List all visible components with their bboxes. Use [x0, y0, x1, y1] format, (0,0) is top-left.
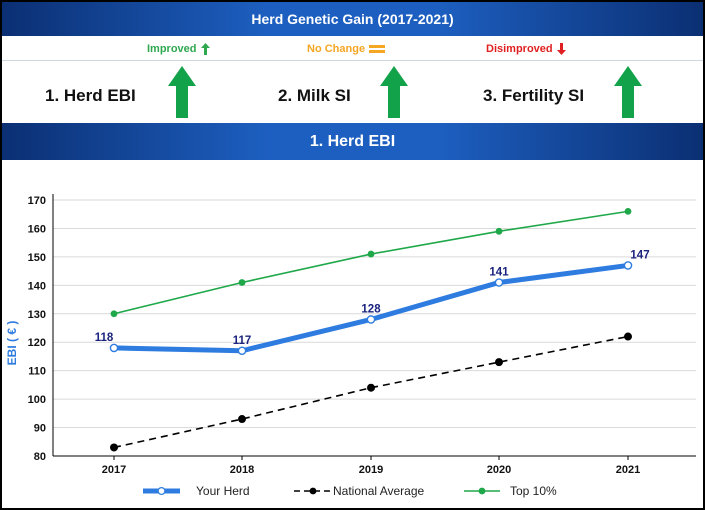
- up-arrow-icon: [200, 43, 210, 55]
- x-tick-label-2019: 2019: [359, 464, 383, 476]
- point-national-average-2017: [110, 443, 118, 452]
- point-top-10-2019: [367, 250, 375, 258]
- point-your-herd-2021: [623, 261, 633, 270]
- point-national-average-2020: [495, 358, 503, 367]
- point-top-10-2020: [495, 227, 503, 235]
- point-your-herd-2018: [237, 346, 247, 356]
- data-label-your-herd-2018: 117: [233, 335, 252, 347]
- point-top-10-2021: [624, 207, 632, 215]
- legend-label-your-herd: Your Herd: [196, 484, 250, 498]
- y-tick-label-160: 160: [28, 223, 46, 235]
- legend-improved-label: Improved: [147, 43, 197, 55]
- legend-marker-national-average: [309, 487, 317, 495]
- point-your-herd-2019: [366, 315, 376, 324]
- y-tick-label-140: 140: [28, 280, 46, 292]
- y-tick-label-170: 170: [28, 195, 46, 207]
- chart-series: [109, 207, 633, 452]
- series-line-national-average: [113, 335, 629, 449]
- legend-label-national-average: National Average: [333, 484, 425, 498]
- down-arrow-icon: [556, 43, 566, 55]
- legend-divider: [2, 60, 703, 61]
- legend-label-top-10: Top 10%: [510, 484, 557, 498]
- legend-disimproved-label: Disimproved: [486, 43, 553, 55]
- legend-no-change-label: No Change: [307, 43, 366, 55]
- series-line-top-10: [113, 210, 629, 315]
- point-national-average-2021: [624, 332, 632, 341]
- herd-ebi-up-arrow-icon: [168, 66, 196, 118]
- fertility-si-up-arrow-icon: [614, 66, 642, 118]
- chart-legend: Your Herd National Average Top 10%: [143, 484, 557, 498]
- status-legend: Improved No Change Disimproved: [2, 39, 703, 61]
- x-tick-label-2017: 2017: [102, 464, 126, 476]
- y-tick-label-110: 110: [28, 366, 46, 378]
- point-your-herd-2017: [109, 343, 119, 353]
- milk-si-up-arrow-icon: [380, 66, 408, 118]
- point-national-average-2018: [238, 415, 246, 424]
- data-label-your-herd-2017: 118: [95, 332, 114, 344]
- y-tick-label-130: 130: [28, 309, 46, 321]
- equals-icon: [369, 45, 386, 53]
- y-tick-label-90: 90: [34, 423, 46, 435]
- metric-fertility-si: 3. Fertility SI: [483, 86, 585, 105]
- metric-milk-si: 2. Milk SI: [278, 86, 351, 105]
- y-axis-title: EBI ( € ): [5, 321, 19, 366]
- point-your-herd-2020: [494, 278, 504, 287]
- legend-improved: Improved: [147, 43, 210, 55]
- report-title: Herd Genetic Gain (2017-2021): [2, 2, 703, 36]
- legend-disimproved: Disimproved: [486, 43, 566, 55]
- chart-grid: [53, 199, 696, 429]
- y-tick-label-120: 120: [28, 337, 46, 349]
- section-title: 1. Herd EBI: [2, 123, 703, 160]
- chart-data-labels: 118 117 128 141 147: [95, 249, 650, 346]
- x-tick-label-2021: 2021: [616, 464, 640, 476]
- point-top-10-2017: [110, 310, 118, 318]
- metric-herd-ebi: 1. Herd EBI: [45, 86, 136, 105]
- point-top-10-2018: [238, 279, 246, 286]
- x-tick-label-2020: 2020: [487, 464, 511, 476]
- data-label-your-herd-2019: 128: [361, 303, 381, 315]
- legend-no-change: No Change: [307, 43, 386, 55]
- data-label-your-herd-2021: 147: [630, 249, 649, 261]
- point-national-average-2019: [367, 383, 375, 392]
- y-tick-label-100: 100: [28, 394, 46, 406]
- x-tick-label-2018: 2018: [230, 464, 254, 476]
- y-tick-label-80: 80: [34, 451, 46, 463]
- chart-axes: 80 90 100 110 120 130 140 150 160 170 2017 2018 2019…: [5, 194, 696, 476]
- data-label-your-herd-2020: 141: [489, 266, 509, 278]
- legend-marker-top-10: [478, 487, 486, 495]
- legend-marker-your-herd: [157, 486, 166, 496]
- y-tick-label-150: 150: [28, 252, 46, 264]
